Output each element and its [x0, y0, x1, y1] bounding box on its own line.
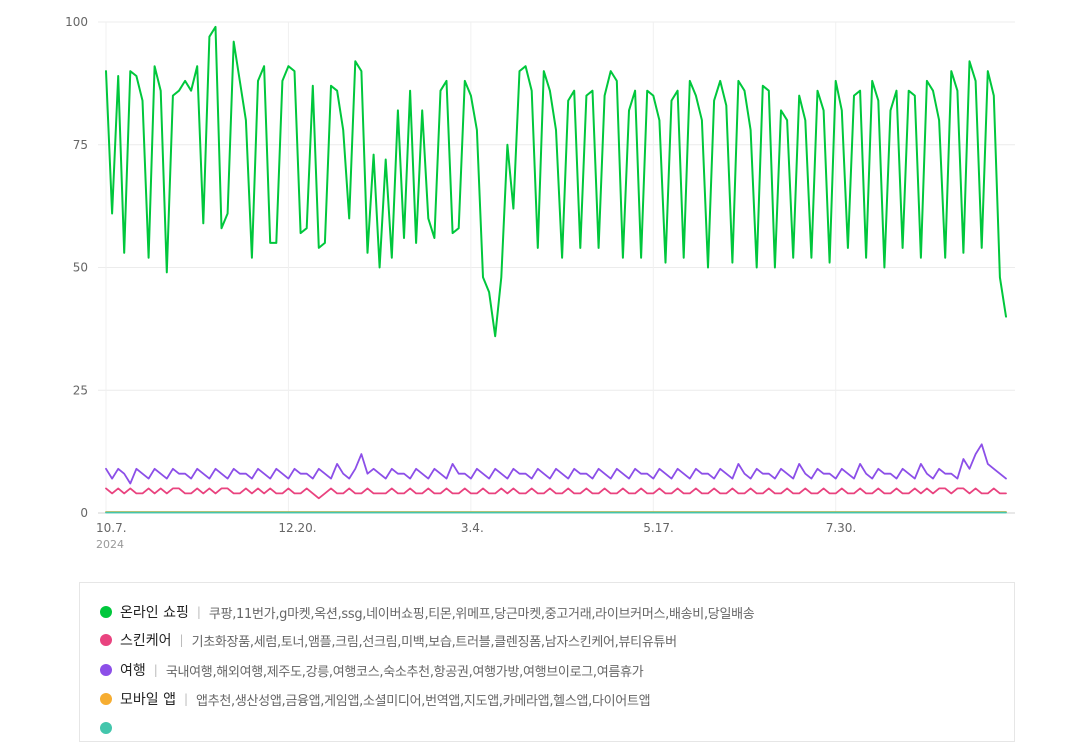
y-tick-label: 0 — [80, 506, 88, 520]
legend-name: 모바일 앱 — [120, 692, 176, 708]
y-tick-label: 75 — [73, 138, 88, 152]
legend-item-travel[interactable]: 여행 | 국내여행,해외여행,제주도,강릉,여행코스,숙소추천,항공권,여행가방… — [100, 659, 644, 681]
x-axis: 10.7. 12.20. 3.4. 5.17. 7.30. 2024 — [96, 521, 856, 551]
legend-keywords: 쿠팡,11번가,g마켓,옥션,ssg,네이버쇼핑,티몬,위메프,당근마켓,중고거… — [208, 606, 755, 622]
y-axis: 0 25 50 75 100 — [65, 15, 88, 520]
line-chart: 0 25 50 75 100 10.7. 12.20. 3.4. 5.17. 7.30. 2024 — [65, 15, 1015, 551]
legend-name: 여행 — [120, 663, 146, 679]
legend-dot-icon — [100, 634, 112, 646]
legend-item-online-shopping[interactable]: 온라인 쇼핑 | 쿠팡,11번가,g마켓,옥션,ssg,네이버쇼핑,티몬,위메프… — [100, 601, 755, 623]
legend-separator: | — [179, 633, 184, 647]
legend-name: 온라인 쇼핑 — [120, 605, 189, 621]
legend-keywords: 국내여행,해외여행,제주도,강릉,여행코스,숙소추천,항공권,여행가방,여행브이… — [165, 664, 644, 680]
x-year-label: 2024 — [96, 538, 124, 551]
x-tick-label: 12.20. — [278, 521, 316, 535]
legend-dot-icon — [100, 693, 112, 705]
legend-item-mobile-app[interactable]: 모바일 앱 | 앱추천,생산성앱,금융앱,게임앱,소셜미디어,번역앱,지도앱,카… — [100, 688, 651, 710]
legend-dot-icon — [100, 664, 112, 676]
legend-item-skincare[interactable]: 스킨케어 | 기초화장품,세럼,토너,앰플,크림,선크림,미백,보습,트러블,클… — [100, 629, 677, 651]
legend-keywords: 앱추천,생산성앱,금융앱,게임앱,소셜미디어,번역앱,지도앱,카메라앱,헬스앱,… — [196, 693, 651, 709]
x-tick-label: 10.7. — [96, 521, 127, 535]
legend-separator: | — [196, 605, 201, 619]
chart-grid — [98, 21, 1015, 514]
legend-item-partial[interactable] — [100, 717, 120, 739]
series-line-1[interactable] — [105, 487, 1007, 500]
x-tick-label: 3.4. — [461, 521, 484, 535]
legend-dot-icon — [100, 606, 112, 618]
y-tick-label: 100 — [65, 15, 88, 29]
chart-series — [105, 25, 1007, 514]
y-tick-label: 50 — [73, 261, 88, 275]
series-line-0[interactable] — [105, 25, 1007, 338]
series-line-2[interactable] — [105, 443, 1007, 485]
legend-keywords: 기초화장품,세럼,토너,앰플,크림,선크림,미백,보습,트러블,클렌징폼,남자스… — [191, 634, 678, 650]
legend-separator: | — [153, 663, 158, 677]
legend-name: 스킨케어 — [120, 633, 172, 649]
y-tick-label: 25 — [73, 383, 88, 397]
x-tick-label: 5.17. — [643, 521, 674, 535]
legend: 온라인 쇼핑 | 쿠팡,11번가,g마켓,옥션,ssg,네이버쇼핑,티몬,위메프… — [79, 582, 1015, 742]
x-tick-label: 7.30. — [826, 521, 857, 535]
legend-separator: | — [183, 692, 189, 706]
